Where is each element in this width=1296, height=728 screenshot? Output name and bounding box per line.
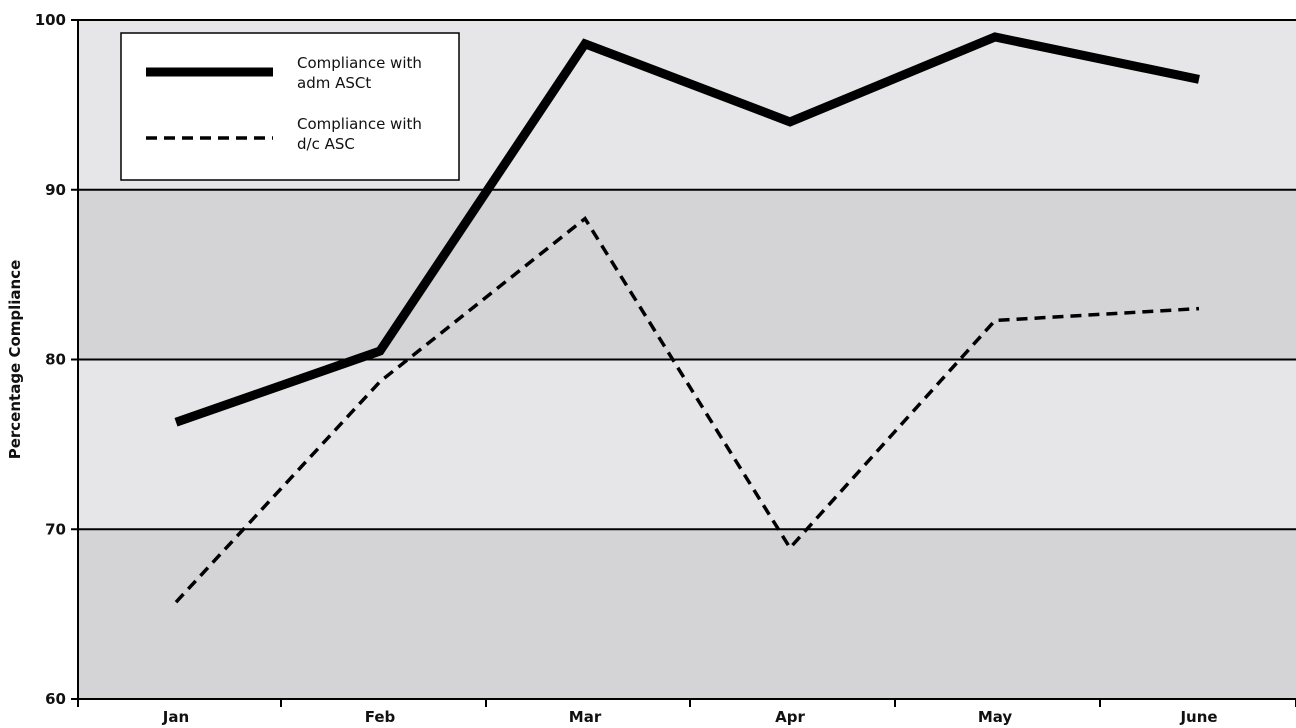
x-tick-label-june: June [1179, 708, 1217, 726]
legend-label-0-0: Compliance with [297, 54, 422, 72]
series-lines [174, 32, 1200, 604]
x-tick-label-mar: Mar [569, 708, 602, 726]
y-tick-label-100: 100 [35, 11, 66, 29]
gridlines [78, 19, 1296, 531]
band-2 [78, 189, 1296, 360]
legend-box [120, 32, 460, 181]
y-tick-label-80: 80 [45, 351, 66, 369]
x-tick-label-feb: Feb [365, 708, 396, 726]
y-tick-label-90: 90 [45, 181, 66, 199]
x-axis-ticks: Jan Feb Mar Apr May June [77, 699, 1296, 726]
y-axis-ticks: 60 70 80 90 100 [35, 11, 78, 708]
legend-label-1-1: d/c ASC [297, 135, 355, 153]
series-line-0 [174, 32, 1200, 427]
x-tick-label-jan: Jan [162, 708, 189, 726]
band-0 [78, 529, 1296, 699]
x-tick-label-apr: Apr [775, 708, 805, 726]
x-tick-label-may: May [978, 708, 1013, 726]
legend-label-0-1: adm ASCt [297, 74, 371, 92]
series-line-1 [174, 216, 1200, 604]
y-tick-label-70: 70 [45, 520, 66, 538]
y-tick-label-60: 60 [45, 690, 66, 708]
legend: Compliance with adm ASCt Compliance with d/… [120, 32, 460, 181]
legend-label-1-0: Compliance with [297, 115, 422, 133]
y-axis-title: Percentage Compliance [6, 260, 24, 460]
